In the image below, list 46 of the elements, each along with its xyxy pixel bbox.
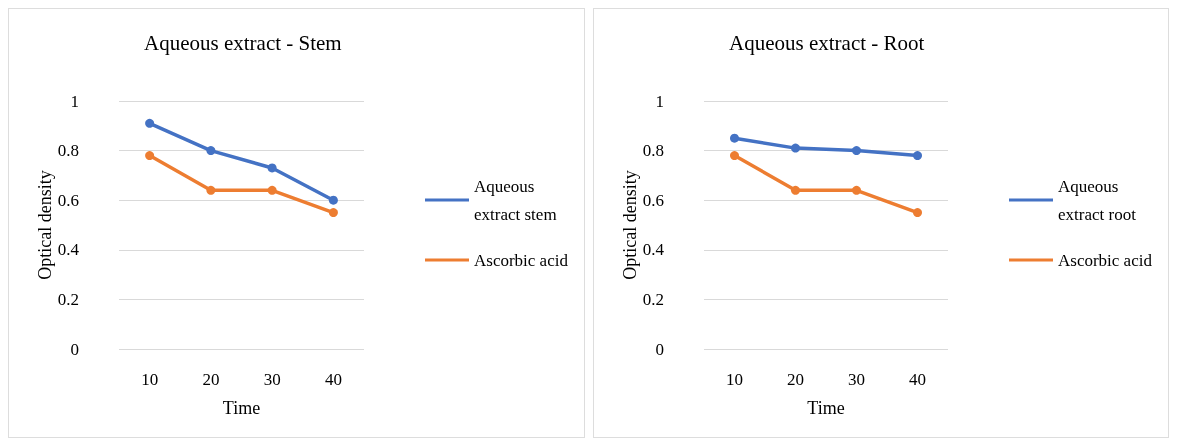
y-tick-label: 0.4 bbox=[57, 240, 80, 260]
chart-title: Aqueous extract - Root bbox=[729, 30, 925, 55]
x-axis-title: Time bbox=[807, 398, 845, 418]
point bbox=[328, 195, 338, 205]
point bbox=[145, 151, 155, 161]
y-tick-label: 1 bbox=[70, 91, 79, 111]
y-tick-label: 0 bbox=[655, 339, 664, 359]
point bbox=[791, 185, 800, 195]
legend-label: Aqueous extract stem bbox=[474, 176, 557, 224]
y-axis-title: Optical density bbox=[619, 170, 640, 280]
y-tick-label: 0.2 bbox=[642, 289, 664, 309]
y-tick-label: 0.8 bbox=[57, 141, 79, 161]
point bbox=[206, 185, 216, 195]
point bbox=[852, 185, 861, 195]
x-tick-label: 30 bbox=[263, 370, 281, 389]
point bbox=[267, 185, 277, 195]
y-tick-label: 1 bbox=[655, 91, 664, 111]
y-tick-label: 0.8 bbox=[642, 141, 664, 161]
x-axis-title: Time bbox=[222, 398, 261, 418]
x-tick-label: 20 bbox=[787, 370, 804, 389]
y-tick-label: 0.6 bbox=[57, 190, 79, 210]
legend-label: Aqueous extract root bbox=[1058, 176, 1137, 224]
x-tick-label: 10 bbox=[141, 370, 159, 389]
point bbox=[852, 146, 861, 156]
x-tick-label: 30 bbox=[848, 370, 865, 389]
point bbox=[145, 118, 155, 128]
chart-title: Aqueous extract - Stem bbox=[144, 30, 342, 55]
y-tick-label: 0.4 bbox=[642, 240, 665, 260]
point bbox=[913, 151, 922, 161]
x-tick-label: 20 bbox=[202, 370, 220, 389]
point bbox=[328, 208, 338, 218]
point bbox=[791, 143, 800, 153]
point bbox=[206, 146, 216, 156]
legend-label: Ascorbic acid bbox=[1058, 250, 1153, 270]
y-axis-title: Optical density bbox=[34, 170, 55, 280]
x-tick-label: 10 bbox=[726, 370, 743, 389]
x-tick-label: 40 bbox=[324, 370, 342, 389]
point bbox=[267, 163, 277, 173]
y-tick-label: 0.6 bbox=[642, 190, 664, 210]
x-tick-label: 40 bbox=[909, 370, 926, 389]
y-tick-label: 0 bbox=[70, 339, 79, 359]
legend-label: Ascorbic acid bbox=[474, 250, 569, 270]
point bbox=[730, 133, 739, 143]
y-tick-label: 0.2 bbox=[57, 289, 79, 309]
point bbox=[913, 208, 922, 218]
point bbox=[730, 151, 739, 161]
